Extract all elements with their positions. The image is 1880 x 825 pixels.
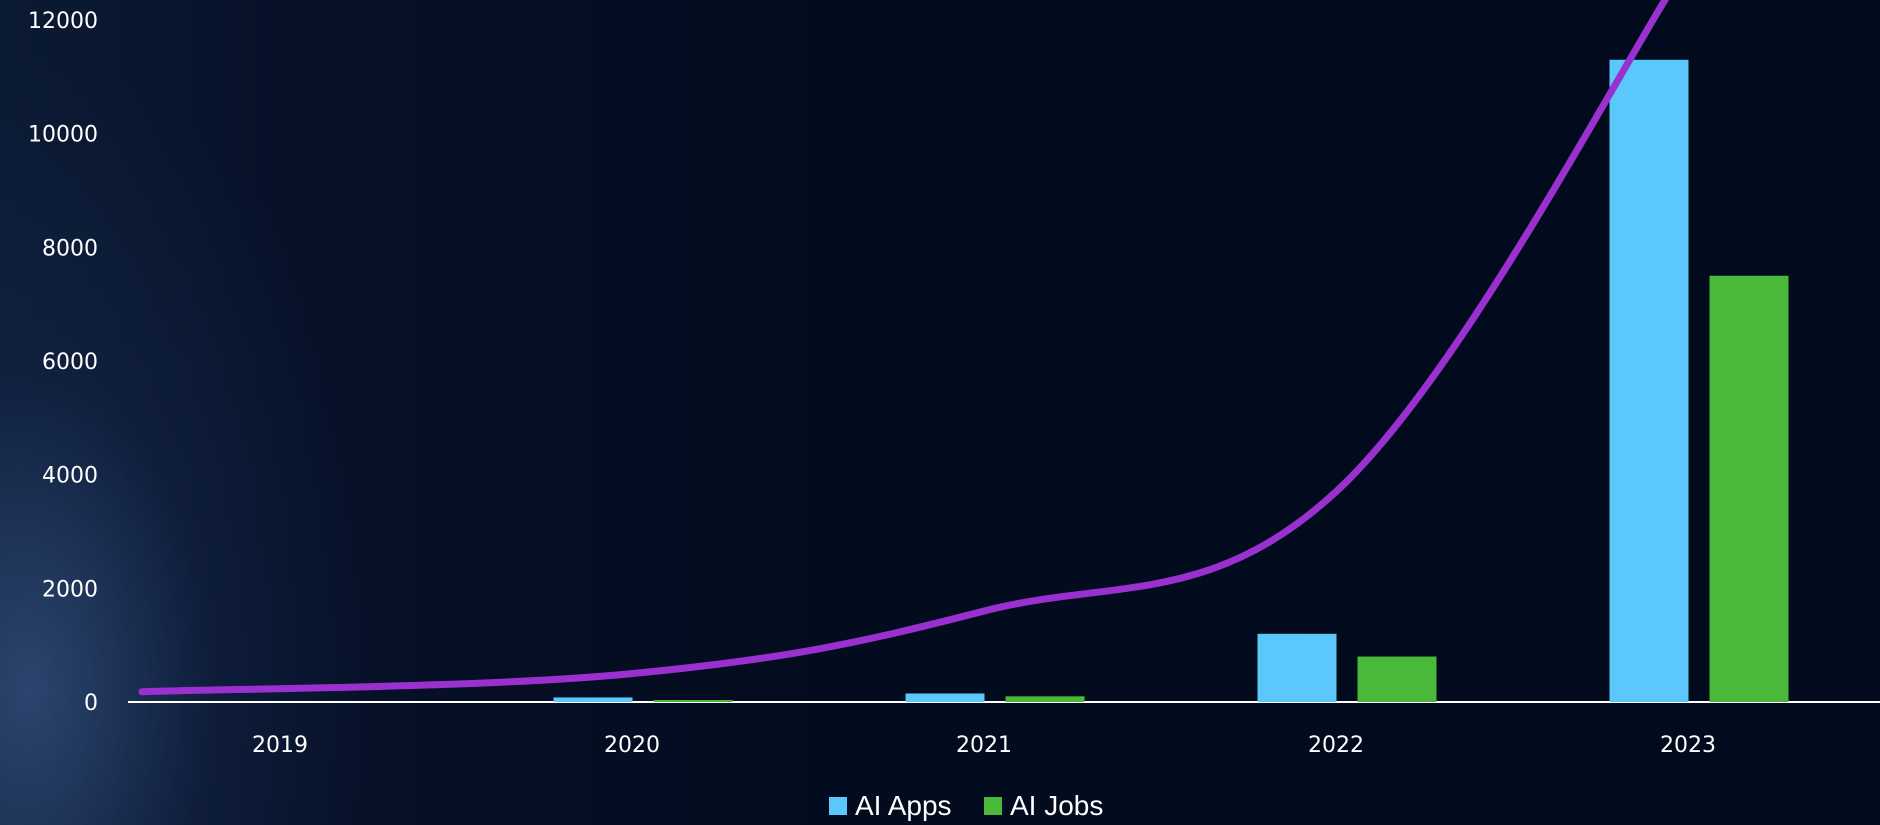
y-tick-label: 0 <box>84 691 98 716</box>
legend-swatch-ai-jobs <box>984 797 1002 815</box>
bar-ai-jobs-2021 <box>1005 696 1085 702</box>
bar-ai-apps-2021 <box>905 693 985 702</box>
bar-ai-apps-2023 <box>1609 59 1689 703</box>
y-tick-label: 2000 <box>42 577 98 602</box>
legend: AI Apps AI Jobs <box>829 790 1103 821</box>
legend-swatch-ai-apps <box>829 797 847 815</box>
bar-ai-jobs-2022 <box>1357 656 1437 702</box>
y-tick-label: 10000 <box>28 123 98 148</box>
x-tick-label: 2022 <box>1308 733 1364 758</box>
y-tick-label: 6000 <box>42 350 98 375</box>
bar-ai-apps-2022 <box>1257 633 1337 702</box>
legend-label-ai-jobs: AI Jobs <box>1010 790 1103 821</box>
x-tick-label: 2020 <box>604 733 660 758</box>
bar-ai-apps-2020 <box>553 697 633 702</box>
bar-ai-jobs-2023 <box>1709 275 1789 702</box>
x-tick-label: 2021 <box>956 733 1012 758</box>
trend-line <box>138 0 1670 696</box>
x-tick-label: 2023 <box>1660 733 1716 758</box>
y-tick-label: 12000 <box>28 9 98 34</box>
y-axis: 0 2000 4000 6000 8000 10000 12000 <box>28 9 98 716</box>
y-tick-label: 4000 <box>42 464 98 489</box>
y-tick-label: 8000 <box>42 236 98 261</box>
line-series <box>138 0 1670 696</box>
bar-series <box>553 59 1789 703</box>
legend-label-ai-apps: AI Apps <box>855 790 952 821</box>
x-axis: 2019 2020 2021 2022 2023 <box>128 701 1880 758</box>
x-tick-label: 2019 <box>252 733 308 758</box>
bar-ai-jobs-2020 <box>653 700 733 702</box>
